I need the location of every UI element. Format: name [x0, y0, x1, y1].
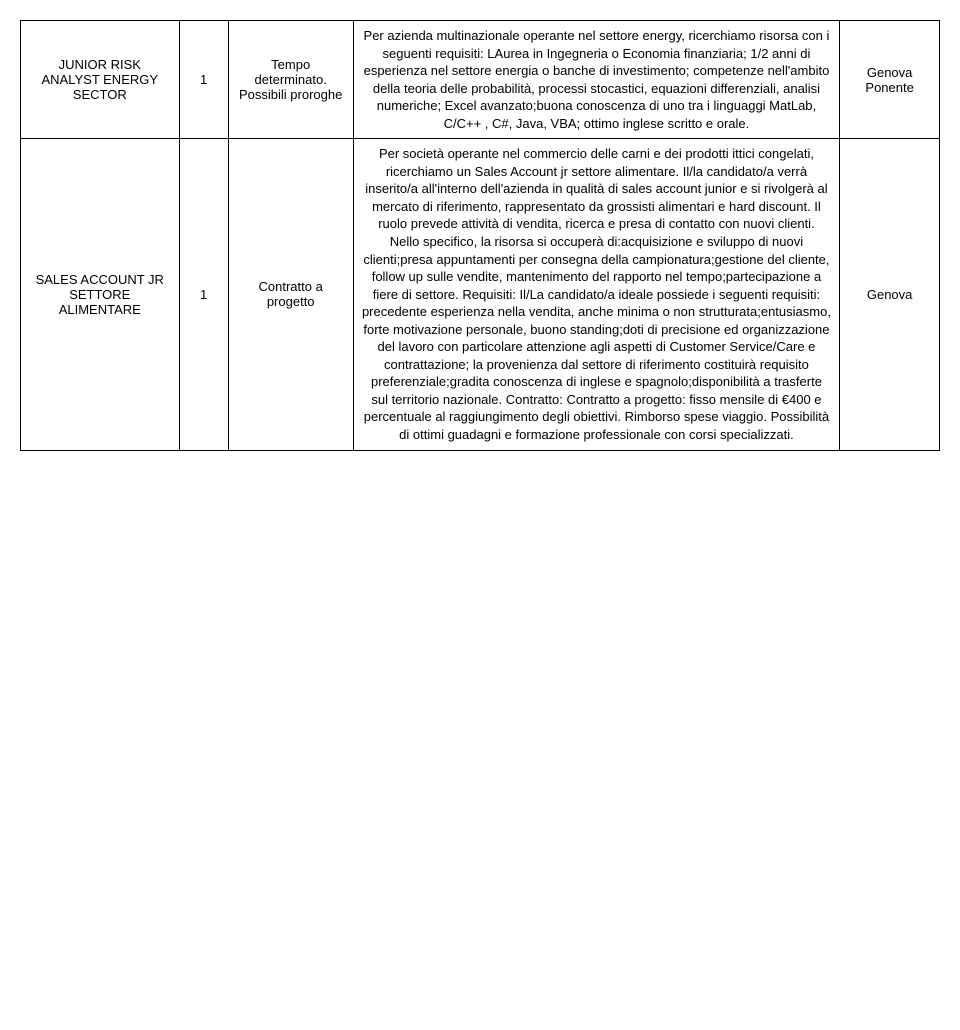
location-cell: Genova	[840, 139, 940, 450]
description-cell: Per società operante nel commercio delle…	[353, 139, 840, 450]
job-title-cell: JUNIOR RISK ANALYST ENERGY SECTOR	[21, 21, 180, 139]
description-text: Per azienda multinazionale operante nel …	[362, 27, 832, 132]
contract-type-cell: Contratto a progetto	[228, 139, 353, 450]
contract-type-cell: Tempo determinato. Possibili proroghe	[228, 21, 353, 139]
table-row: JUNIOR RISK ANALYST ENERGY SECTOR 1 Temp…	[21, 21, 940, 139]
job-listings-table: JUNIOR RISK ANALYST ENERGY SECTOR 1 Temp…	[20, 20, 940, 451]
job-title-cell: SALES ACCOUNT JR SETTORE ALIMENTARE	[21, 139, 180, 450]
description-text: Per società operante nel commercio delle…	[362, 145, 832, 443]
location-cell: Genova Ponente	[840, 21, 940, 139]
description-cell: Per azienda multinazionale operante nel …	[353, 21, 840, 139]
job-count-cell: 1	[179, 21, 228, 139]
table-row: SALES ACCOUNT JR SETTORE ALIMENTARE 1 Co…	[21, 139, 940, 450]
job-count-cell: 1	[179, 139, 228, 450]
table-body: JUNIOR RISK ANALYST ENERGY SECTOR 1 Temp…	[21, 21, 940, 451]
